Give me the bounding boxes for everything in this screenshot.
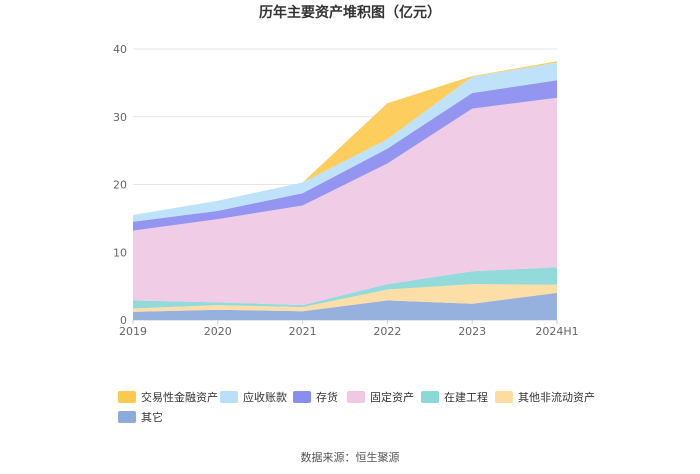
legend-swatch — [347, 391, 365, 403]
legend-label: 应收账款 — [243, 390, 287, 404]
x-tick-label: 2022 — [373, 325, 401, 338]
legend-label: 固定资产 — [370, 390, 414, 404]
legend-label: 存货 — [316, 390, 338, 404]
legend-label: 其它 — [141, 410, 163, 424]
data-source: 数据来源：恒生聚源 — [301, 450, 400, 464]
x-tick-label: 2021 — [289, 325, 317, 338]
x-tick-label: 2023 — [458, 325, 486, 338]
area-series-2 — [133, 267, 557, 309]
y-tick-label: 10 — [113, 246, 127, 259]
area-series-1 — [133, 284, 557, 312]
legend-label: 交易性金融资产 — [141, 390, 218, 404]
area-series-0 — [133, 292, 557, 320]
legend-label: 其他非流动资产 — [518, 390, 595, 404]
legend-item[interactable]: 存货 — [293, 390, 338, 404]
y-tick-label: 40 — [113, 43, 127, 56]
legend-item[interactable]: 其他非流动资产 — [495, 390, 595, 404]
legend-swatch — [118, 391, 136, 403]
area-series — [133, 61, 557, 320]
y-tick-label: 30 — [113, 111, 127, 124]
legend-item[interactable]: 在建工程 — [421, 390, 488, 404]
legend-label: 在建工程 — [444, 390, 488, 404]
x-axis-ticks: 2019 2020 2021 2022 2023 2024H1 — [119, 320, 579, 338]
legend-item[interactable]: 固定资产 — [347, 390, 414, 404]
x-tick-label: 2024H1 — [535, 325, 578, 338]
legend-swatch — [118, 411, 136, 423]
legend-swatch — [220, 391, 238, 403]
legend-item[interactable]: 其它 — [118, 410, 163, 424]
legend-swatch — [293, 391, 311, 403]
legend-item[interactable]: 应收账款 — [220, 390, 287, 404]
legend-swatch — [421, 391, 439, 403]
legend-swatch — [495, 391, 513, 403]
x-tick-label: 2020 — [204, 325, 232, 338]
y-tick-label: 20 — [113, 179, 127, 192]
x-tick-label: 2019 — [119, 325, 147, 338]
y-axis-ticks: 0 10 20 30 40 — [113, 43, 127, 327]
area-series-3 — [133, 97, 557, 306]
chart-title: 历年主要资产堆积图（亿元） — [259, 4, 441, 21]
area-series-4 — [133, 80, 557, 231]
y-tick-label: 0 — [120, 314, 127, 327]
area-series-5 — [133, 62, 557, 222]
legend-item[interactable]: 交易性金融资产 — [118, 390, 218, 404]
